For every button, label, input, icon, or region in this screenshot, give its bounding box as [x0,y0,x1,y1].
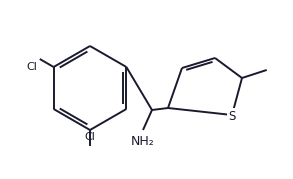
Text: NH₂: NH₂ [131,135,155,148]
Text: Cl: Cl [26,62,37,72]
Text: Cl: Cl [85,132,96,142]
Text: S: S [228,110,236,122]
